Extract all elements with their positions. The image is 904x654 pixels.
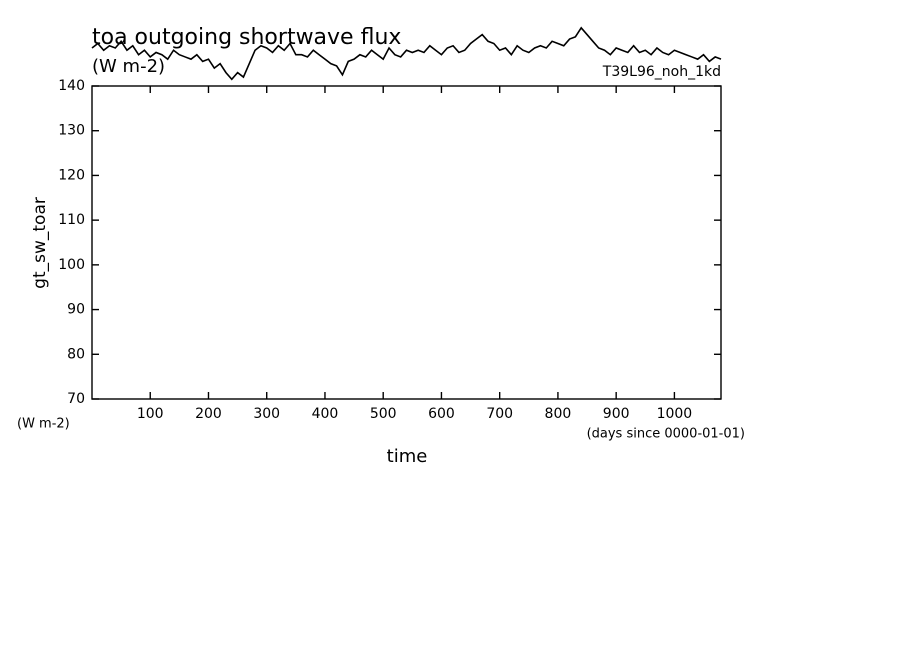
x-units: (days since 0000-01-01): [587, 427, 745, 442]
x-axis-label: time: [387, 446, 428, 467]
x-tick-label: 200: [195, 406, 222, 422]
x-tick-label: 500: [370, 406, 397, 422]
x-tick-label: 400: [312, 406, 339, 422]
y-tick-label: 110: [58, 212, 85, 228]
y-axis-label: gt_sw_toar: [30, 197, 50, 289]
data-line: [91, 26, 722, 81]
x-tick-label: 900: [603, 406, 630, 422]
y-units: (W m-2): [17, 417, 70, 432]
x-tick-label: 800: [545, 406, 572, 422]
y-tick-label: 80: [67, 346, 85, 362]
experiment-label: T39L96_noh_1kd: [602, 64, 721, 80]
y-tick-label: 90: [67, 302, 85, 318]
y-tick-label: 140: [58, 78, 85, 94]
x-tick-label: 700: [486, 406, 513, 422]
chart-title: toa outgoing shortwave flux: [92, 25, 401, 50]
y-tick-label: 120: [58, 167, 85, 183]
y-tick-label: 70: [67, 391, 85, 407]
y-tick-label: 100: [58, 257, 85, 273]
x-tick-label: 100: [137, 406, 164, 422]
x-tick-label: 300: [253, 406, 280, 422]
y-tick-label: 130: [58, 123, 85, 139]
x-tick-label: 1000: [657, 406, 693, 422]
x-tick-label: 600: [428, 406, 455, 422]
units: (W m-2): [92, 56, 165, 77]
plot-frame: [91, 85, 722, 400]
